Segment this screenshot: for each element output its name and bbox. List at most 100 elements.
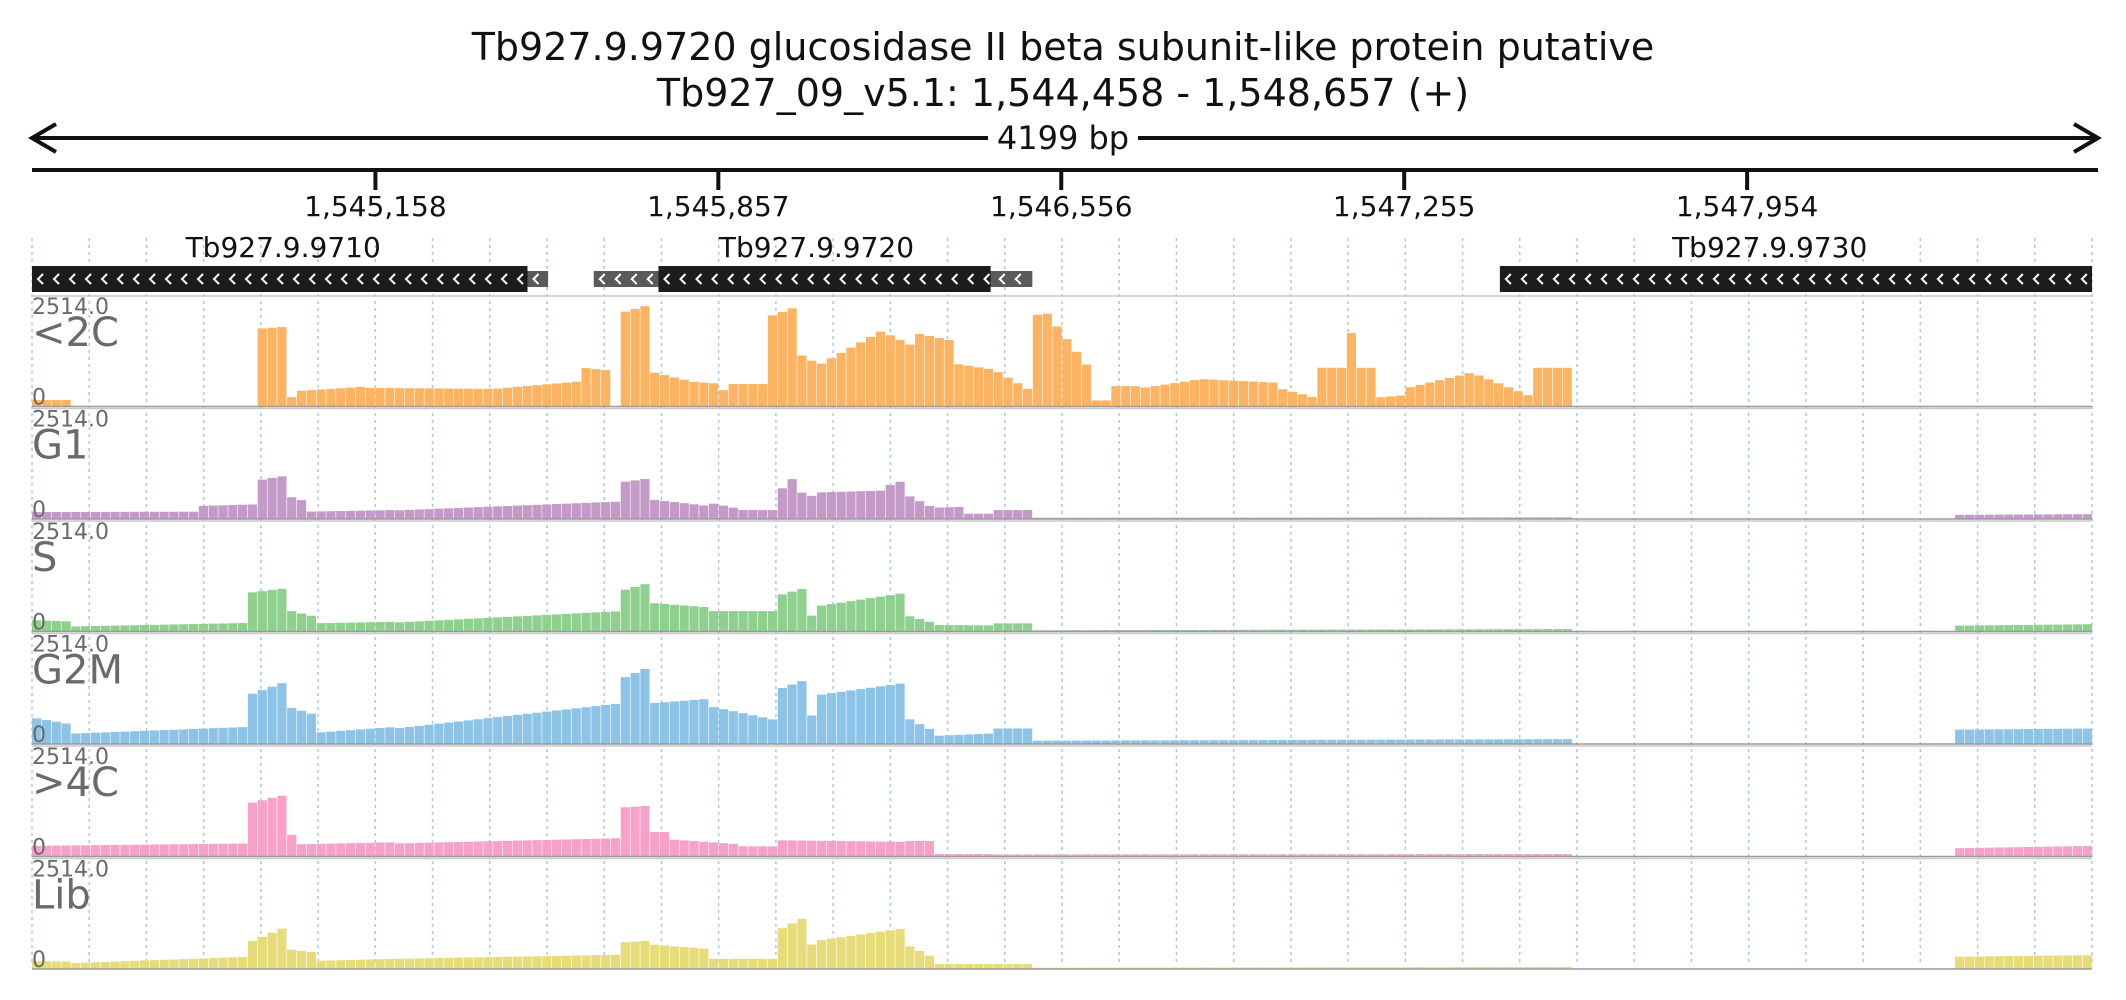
coverage-bar (964, 513, 974, 519)
coverage-bar (522, 615, 532, 632)
coverage-bar (885, 841, 895, 857)
strand-chevron (630, 273, 638, 285)
coverage-bar (797, 588, 807, 632)
coverage-bar (1474, 629, 1484, 632)
coverage-bar (1248, 740, 1258, 744)
coverage-bar (561, 613, 572, 632)
coverage-bar (630, 308, 640, 407)
coverage-bar (1317, 629, 1327, 632)
track-ymax-label: 2514.0 (32, 858, 109, 883)
coverage-bar (326, 622, 336, 632)
coverage-bar (365, 510, 375, 519)
coverage-bar (2082, 728, 2092, 744)
gene-model[interactable]: Tb927.9.9730 (1499, 231, 2092, 292)
coverage-bar (188, 728, 199, 744)
coverage-bar (610, 838, 621, 857)
coverage-bar (787, 308, 797, 407)
coverage-bar (493, 717, 503, 744)
coverage-bar (905, 719, 915, 744)
strand-chevron (759, 273, 767, 285)
track-ymin-label: 0 (32, 723, 46, 748)
coverage-bar (1395, 967, 1406, 969)
coverage-bar (208, 505, 218, 519)
gene-model[interactable]: Tb927.9.9720 (593, 231, 1033, 292)
coverage-bar (973, 513, 984, 519)
coverage-bar (1356, 367, 1366, 407)
coverage-bar (787, 591, 797, 632)
coverage-bar (1562, 517, 1572, 519)
coverage-bar (1435, 739, 1445, 744)
coverage-bar (1336, 854, 1347, 857)
strand-chevron (2064, 273, 2072, 285)
coverage-bar (1160, 854, 1170, 857)
gene-model[interactable]: Tb927.9.9710 (32, 231, 549, 292)
coverage-bar (424, 620, 434, 632)
coverage-bar (650, 832, 660, 857)
coverage-bar (807, 615, 817, 632)
coverage-bar (728, 958, 738, 969)
coverage-bar (414, 509, 424, 519)
coverage-bar (1278, 739, 1288, 744)
coverage-bar (1268, 382, 1278, 407)
coverage-bar (1464, 739, 1474, 744)
coverage-bar (826, 358, 836, 407)
coverage-bar (581, 838, 591, 857)
coverage-bar (1238, 381, 1249, 407)
strand-chevron (839, 273, 847, 285)
coverage-bar (2004, 847, 2014, 857)
coverage-bar (601, 955, 611, 969)
coverage-bar (659, 832, 670, 857)
coverage-bar (689, 947, 699, 969)
coverage-bar (434, 958, 444, 969)
coverage-bar (1022, 728, 1033, 744)
coverage-bar (32, 960, 42, 969)
coverage-bar (1101, 854, 1111, 857)
strand-chevron (100, 273, 108, 285)
coverage-bar (424, 958, 434, 969)
strand-chevron (998, 273, 1006, 285)
coverage-bar (640, 584, 650, 632)
coverage-bar (1013, 728, 1023, 744)
coverage-bar (1386, 629, 1396, 632)
coverage-bar (81, 962, 91, 969)
coverage-bar (983, 733, 993, 744)
strand-chevron (116, 273, 124, 285)
coverage-bar (767, 315, 778, 407)
coverage-bar (355, 510, 366, 519)
coverage-bar (807, 840, 817, 857)
strand-chevron (1872, 273, 1880, 285)
coverage-bar (395, 728, 405, 744)
coverage-bar (1199, 379, 1209, 407)
coverage-bar (1199, 740, 1209, 744)
coverage-bar (728, 611, 738, 632)
strand-chevron (1840, 273, 1848, 285)
strand-chevron (372, 273, 380, 285)
coverage-bar (365, 728, 375, 744)
coverage-bar (758, 611, 768, 632)
coverage-bar (571, 503, 581, 519)
coverage-bar (326, 511, 336, 519)
coverage-bar (561, 382, 572, 407)
coverage-bar (228, 505, 238, 519)
coverage-bar (493, 841, 503, 857)
coverage-bar (2013, 625, 2024, 632)
coverage-bar (1179, 629, 1190, 632)
coverage-bar (552, 504, 562, 519)
coverage-bar (2043, 955, 2053, 969)
coverage-bar (444, 388, 454, 407)
coverage-bar (993, 854, 1003, 857)
strand-chevron (276, 273, 284, 285)
coverage-bar (169, 624, 179, 632)
coverage-bar (1405, 967, 1415, 969)
coverage-bar (689, 381, 699, 407)
coverage-bar (650, 499, 660, 519)
coverage-bar (395, 622, 405, 632)
coverage-bar (610, 611, 621, 632)
coverage-bar (1503, 387, 1513, 407)
coverage-bar (198, 958, 209, 969)
coverage-bar (188, 844, 199, 857)
coverage-bar (1523, 854, 1533, 857)
coverage-bar (571, 613, 581, 632)
coverage-bar (964, 964, 974, 969)
